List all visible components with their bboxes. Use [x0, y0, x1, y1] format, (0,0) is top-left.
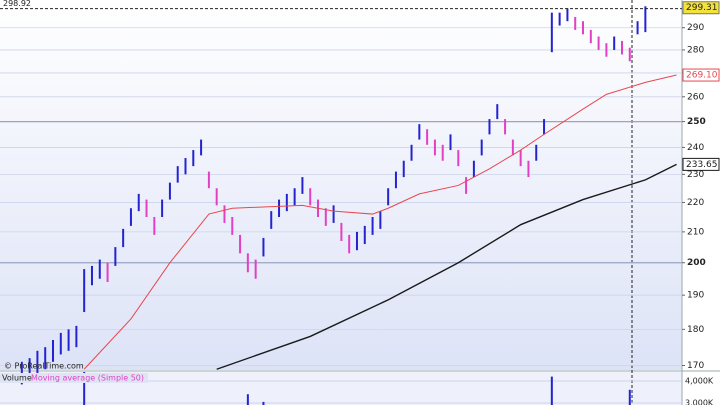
volume-tick-label: 3,000K [685, 398, 714, 405]
moving-average-line [83, 74, 677, 370]
y-tick-label: 170 [687, 361, 704, 371]
volume-indicator: Moving average (Simple 50) [31, 374, 144, 383]
volume-title: Volume [2, 374, 32, 383]
volume-header [0, 373, 148, 383]
y-tick-label: 280 [687, 45, 704, 55]
y-tick-label: 250 [687, 117, 706, 127]
volume-bar [628, 389, 631, 405]
moving-average-line [216, 163, 677, 370]
y-tick-label: 190 [687, 291, 704, 301]
y-tick-label: 240 [687, 143, 704, 153]
volume-bar [83, 372, 86, 405]
volume-bar [246, 394, 249, 405]
crosshair-label: 298.92 [3, 0, 31, 8]
last-price-label: 299.31 [686, 3, 718, 13]
watermark: © ProRealTime.com [4, 362, 84, 371]
ma-price-label: 233.65 [686, 160, 718, 170]
ma-price-box [682, 157, 720, 171]
volume-bar [262, 401, 265, 405]
volume-bar [550, 376, 553, 405]
last-price-box [682, 1, 720, 15]
ma-price-box [682, 68, 720, 82]
price-panel [0, 0, 682, 370]
y-tick-label: 230 [687, 170, 704, 180]
y-tick-label: 260 [687, 92, 704, 102]
ma-price-label: 269.10 [686, 71, 718, 81]
y-tick-label: 180 [687, 325, 704, 335]
y-tick-label: 200 [687, 258, 706, 268]
y-tick-label: 220 [687, 198, 704, 208]
volume-tick-label: 4,000K [685, 376, 714, 385]
axis-panel [682, 0, 720, 405]
y-tick-label: 210 [687, 227, 704, 237]
y-tick-label: 290 [687, 23, 704, 33]
